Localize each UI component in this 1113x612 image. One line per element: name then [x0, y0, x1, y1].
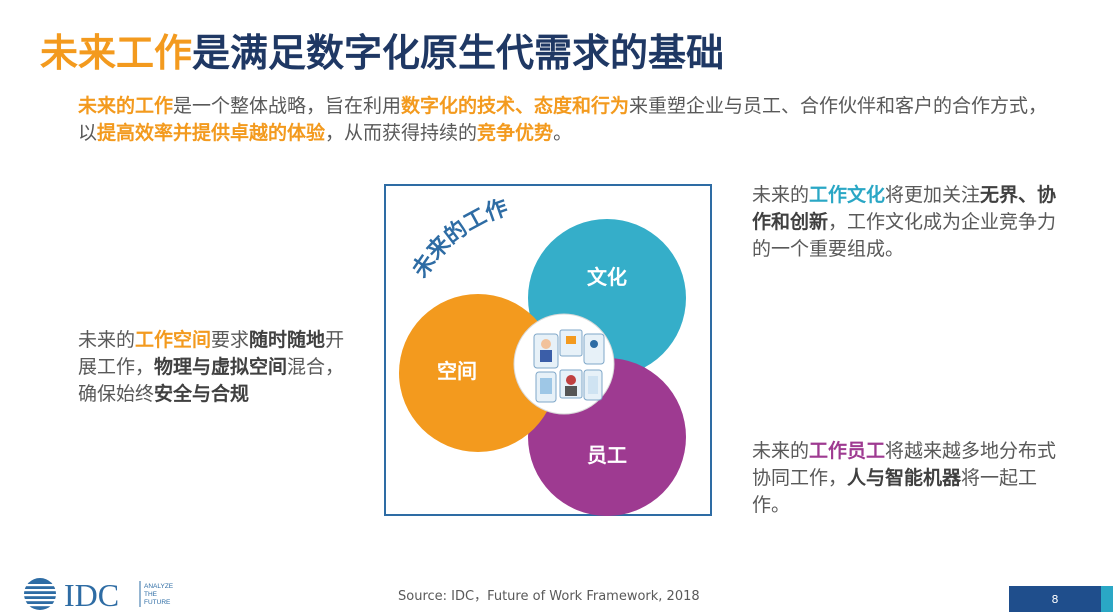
title-rest: 是满足数字化原生代需求的基础: [192, 31, 725, 75]
logo-tagline-3: FUTURE: [144, 599, 171, 606]
left-term-physical-virtual: 物理与虚拟空间: [154, 356, 288, 378]
intro-text-3: ，从而获得持续的: [325, 122, 478, 144]
left-text-4: 混合，确保始终: [78, 356, 345, 405]
left-term-anytime: 随时随地: [249, 329, 326, 351]
page-number: 8: [1009, 586, 1101, 612]
left-text-2: 要求: [211, 329, 250, 351]
staff-label: 员工: [587, 443, 627, 467]
rt-text-3: ，工作文化成为企业竞争力的一个重要组成。: [752, 211, 1057, 260]
rb-text-2: 将越来越多地分布式协同工作，: [752, 440, 1057, 489]
intro-term-efficiency: 提高效率并提供卓越的体验: [97, 122, 326, 144]
culture-description: 未来的工作文化将更加关注无界、协作和创新，工作文化成为企业竞争力的一个重要组成。: [752, 182, 1072, 263]
workspace-description: 未来的工作空间要求随时随地开展工作，物理与虚拟空间混合，确保始终安全与合规: [78, 327, 358, 408]
logo-tagline-2: THE: [144, 591, 158, 598]
logo-wordmark: IDC: [64, 577, 119, 611]
logo-tagline-1: ANALYZE: [144, 583, 174, 590]
intro-term-digital: 数字化的技术、态度和行为: [401, 95, 630, 117]
diagram-arc-label-text: 未来的工作: [408, 195, 511, 282]
globe-icon: [22, 578, 58, 610]
intro-text-1: 是一个整体战略，旨在利用: [173, 95, 402, 117]
diagram-frame: [384, 184, 712, 516]
space-circle: [399, 294, 557, 452]
rb-term-machines: 人与智能机器: [847, 467, 962, 489]
intro-term-advantage: 竞争优势: [477, 122, 554, 144]
rt-term-innovation: 无界、协作和创新: [752, 184, 1057, 233]
source-note: Source: IDC，Future of Work Framework, 20…: [398, 589, 700, 604]
rb-text-3: 将一起工作。: [752, 467, 1038, 516]
left-text-3: 开展工作，: [78, 329, 345, 378]
left-text-1: 未来的: [78, 329, 136, 351]
left-term-workspace: 工作空间: [135, 329, 212, 351]
page-number-accent: [1101, 586, 1113, 612]
culture-label: 文化: [587, 265, 627, 289]
intro-text-2: 来重塑企业与员工、合作伙伴和客户的合作方式，以: [78, 95, 1048, 144]
rt-text-2: 将更加关注: [885, 184, 981, 206]
idc-logo: IDC ANALYZE THE FUTURE: [22, 577, 174, 611]
staff-description: 未来的工作员工将越来越多地分布式协同工作，人与智能机器将一起工作。: [752, 438, 1062, 519]
left-term-security: 安全与合规: [154, 383, 250, 405]
space-label: 空间: [437, 359, 477, 383]
diagram-arc-label: 未来的工作: [408, 195, 511, 282]
future-of-work-diagram: 未来的工作 文化 空间 员工: [399, 195, 686, 516]
intro-text-4: 。: [553, 122, 573, 144]
page-title: 未来工作是满足数字化原生代需求的基础: [40, 22, 724, 77]
intro-paragraph: 未来的工作是一个整体战略，旨在利用数字化的技术、态度和行为来重塑企业与员工、合作…: [78, 93, 1058, 147]
people-devices-illustration: [513, 313, 615, 415]
rb-term-staff: 工作员工: [809, 440, 886, 462]
rt-term-culture: 工作文化: [809, 184, 886, 206]
title-highlight: 未来工作: [40, 31, 193, 75]
intro-term-future-work: 未来的工作: [78, 95, 174, 117]
rb-text-1: 未来的: [752, 440, 810, 462]
rt-text-1: 未来的: [752, 184, 810, 206]
